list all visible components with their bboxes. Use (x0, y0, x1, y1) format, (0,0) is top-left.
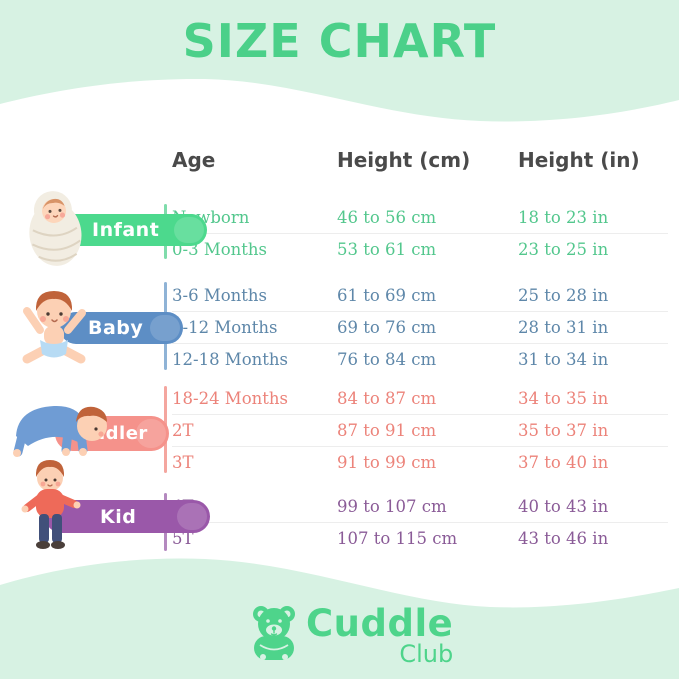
header-height-cm: Height (cm) (337, 148, 471, 172)
table-row: 4T 99 to 107 cm 40 to 43 in (172, 490, 668, 522)
height-cm-cell: 87 to 91 cm (337, 421, 437, 440)
crawling-toddler-illustration (13, 405, 107, 457)
height-in-cell: 37 to 40 in (518, 453, 609, 472)
table-header-row: Age Height (cm) Height (in) (172, 148, 668, 172)
height-cm-cell: 76 to 84 cm (337, 350, 437, 369)
age-cell: 2T (172, 421, 194, 440)
toddler-group-rows: 18-24 Months 84 to 87 cm 34 to 35 in 2T … (172, 382, 668, 478)
baby-pill-label: Baby (88, 317, 144, 339)
height-cm-cell: 99 to 107 cm (337, 496, 447, 516)
table-row: 3T 91 to 99 cm 37 to 40 in (172, 446, 668, 478)
table-row: 12-18 Months 76 to 84 cm 31 to 34 in (172, 343, 668, 375)
table-row: 18-24 Months 84 to 87 cm 34 to 35 in (172, 382, 668, 414)
table-row: 3-6 Months 61 to 69 cm 25 to 28 in (172, 279, 668, 311)
kid-group-rows: 4T 99 to 107 cm 40 to 43 in 5T 107 to 11… (172, 490, 668, 554)
kid-pill-label: Kid (100, 505, 137, 528)
age-cell: 12-18 Months (172, 350, 288, 369)
table-row: 6-12 Months 69 to 76 cm 28 to 31 in (172, 311, 668, 343)
table-row: 5T 107 to 115 cm 43 to 46 in (172, 522, 668, 554)
baby-pill: Baby (60, 312, 183, 344)
height-in-cell: 43 to 46 in (518, 529, 609, 548)
height-in-cell: 40 to 43 in (518, 496, 609, 516)
infant-group-rows: Newborn 46 to 56 cm 18 to 23 in 0-3 Mont… (172, 201, 668, 265)
height-cm-cell: 69 to 76 cm (337, 318, 437, 337)
brand-text: Cuddle Club (306, 602, 454, 668)
table-row: 0-3 Months 53 to 61 cm 23 to 25 in (172, 233, 668, 265)
standing-kid-illustration (21, 460, 81, 549)
height-cm-cell: 91 to 99 cm (337, 453, 437, 472)
brand-name: Cuddle (306, 602, 454, 645)
height-in-cell: 25 to 28 in (518, 285, 609, 305)
header-age: Age (172, 148, 216, 172)
height-in-cell: 35 to 37 in (518, 421, 609, 440)
baby-group-rows: 3-6 Months 61 to 69 cm 25 to 28 in 6-12 … (172, 279, 668, 375)
teddy-bear-icon (253, 606, 295, 660)
infant-pill-label: Infant (92, 219, 160, 241)
age-cell: 3-6 Months (172, 285, 267, 305)
height-cm-cell: 84 to 87 cm (337, 388, 437, 408)
brand-logo: Cuddle Club (246, 604, 453, 666)
brand-suffix: Club (399, 640, 454, 668)
page-title: SIZE CHART (182, 14, 497, 68)
age-cell: 6-12 Months (172, 318, 278, 337)
age-cell: 3T (172, 453, 194, 472)
height-in-cell: 23 to 25 in (518, 240, 609, 259)
height-in-cell: 28 to 31 in (518, 318, 609, 337)
height-in-cell: 31 to 34 in (518, 350, 609, 369)
height-cm-cell: 107 to 115 cm (337, 529, 458, 548)
height-cm-cell: 61 to 69 cm (337, 285, 437, 305)
height-cm-cell: 46 to 56 cm (337, 207, 437, 227)
height-in-cell: 34 to 35 in (518, 388, 609, 408)
age-cell: 18-24 Months (172, 388, 288, 408)
height-cm-cell: 53 to 61 cm (337, 240, 437, 259)
sitting-baby-illustration (22, 291, 86, 364)
age-cell: 5T (172, 529, 194, 548)
header-height-in: Height (in) (518, 148, 640, 172)
table-row: Newborn 46 to 56 cm 18 to 23 in (172, 201, 668, 233)
swaddled-infant-illustration (29, 191, 82, 266)
table-row: 2T 87 to 91 cm 35 to 37 in (172, 414, 668, 446)
height-in-cell: 18 to 23 in (518, 207, 609, 227)
